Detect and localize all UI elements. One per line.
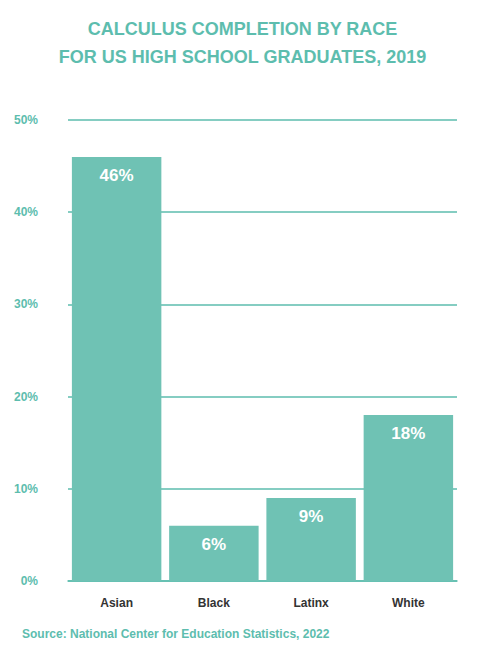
svg-text:6%: 6% (202, 535, 227, 554)
svg-text:46%: 46% (100, 166, 134, 185)
svg-text:FOR US HIGH SCHOOL GRADUATES,: FOR US HIGH SCHOOL GRADUATES, 2019 (59, 47, 426, 67)
svg-text:20%: 20% (14, 390, 38, 404)
svg-text:White: White (392, 596, 425, 610)
svg-text:10%: 10% (14, 482, 38, 496)
svg-text:Black: Black (198, 596, 230, 610)
svg-text:30%: 30% (14, 297, 38, 311)
svg-text:40%: 40% (14, 205, 38, 219)
svg-text:Latinx: Latinx (293, 596, 329, 610)
svg-text:CALCULUS COMPLETION BY RACE: CALCULUS COMPLETION BY RACE (88, 19, 398, 39)
svg-text:0%: 0% (21, 574, 39, 588)
svg-text:Asian: Asian (100, 596, 133, 610)
svg-text:50%: 50% (14, 113, 38, 127)
svg-text:18%: 18% (391, 424, 425, 443)
svg-text:9%: 9% (299, 507, 324, 526)
svg-text:Source: National Center for Ed: Source: National Center for Education St… (22, 627, 330, 641)
